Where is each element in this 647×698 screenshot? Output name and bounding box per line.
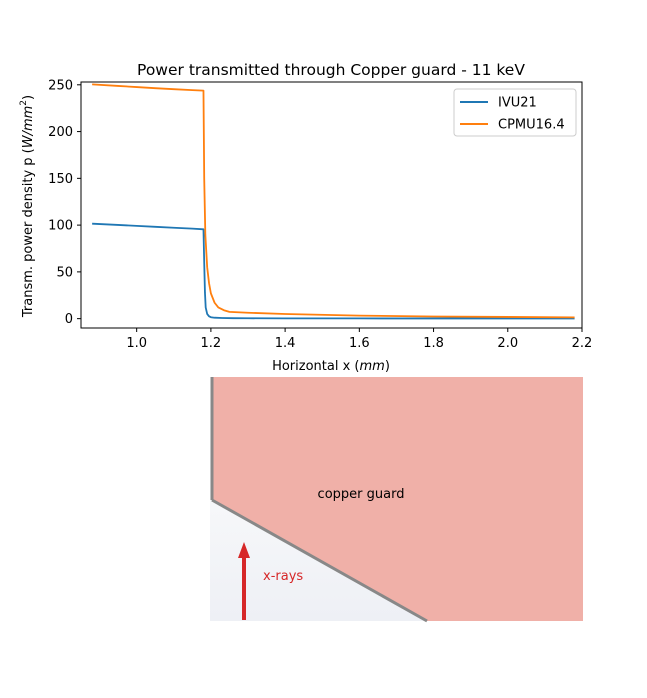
x-tick-label: 1.0 [126,336,147,351]
chart: 1.0 1.2 1.4 1.6 1.8 2.0 2.2 0 50 100 150 200 250 Ho… [19,78,592,374]
y-axis-label-prefix: Transm. power density p ( [21,148,36,318]
legend-label-cpmu16: CPMU16.4 [498,118,565,133]
xray-arrow-head [238,542,250,558]
y-axis-label-exp: 2 [19,100,29,106]
x-tick-label: 2.2 [572,336,593,351]
x-axis-label-unit: mm [360,359,385,374]
y-axis-label: Transm. power density p (W/mm2) [19,95,36,318]
plot-frame [80,81,583,329]
y-axis-ticks: 0 50 100 150 200 250 [48,78,81,327]
chart-title: Power transmitted through Copper guard -… [137,61,525,79]
x-tick-label: 1.8 [423,336,444,351]
x-axis-label-prefix: Horizontal x ( [272,359,359,374]
y-tick-label: 150 [48,172,73,187]
xray-label: x-rays [263,569,303,584]
y-tick-label: 250 [48,78,73,93]
y-tick-label: 50 [56,265,73,280]
y-axis-label-suffix: ) [21,95,36,100]
copper-guard-label: copper guard [318,487,405,502]
series-layer [92,83,575,320]
x-tick-label: 2.0 [497,336,518,351]
guard-chamfer-edge [211,498,428,623]
copper-guard-shape [212,377,583,621]
series-line-ivu21 [92,222,575,320]
y-axis-label-unit: W/mm [21,106,36,149]
x-tick-label: 1.4 [275,336,296,351]
y-tick-label: 100 [48,219,73,234]
x-axis-label-suffix: ) [385,359,390,374]
legend: IVU21 CPMU16.4 [453,88,577,137]
x-tick-label: 1.2 [201,336,222,351]
legend-label-ivu21: IVU21 [498,96,537,111]
series-line-cpmu16-4 [92,83,575,319]
x-axis-label: Horizontal x (mm) [272,359,390,374]
y-tick-label: 200 [48,125,73,140]
y-tick-label: 0 [65,312,73,327]
guard-diagram: copper guard x-rays [210,377,583,623]
x-tick-label: 1.6 [349,336,370,351]
x-axis-ticks: 1.0 1.2 1.4 1.6 1.8 2.0 2.2 [126,328,592,351]
